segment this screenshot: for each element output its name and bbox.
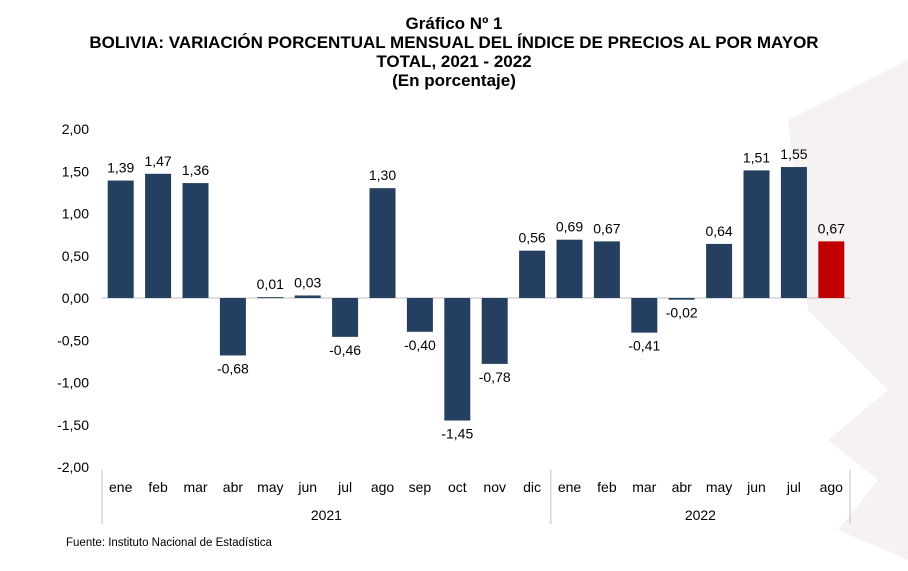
- data-label: -0,40: [404, 337, 436, 353]
- x-tick-label: oct: [448, 479, 467, 495]
- x-tick-label: abr: [672, 479, 693, 495]
- bar: [743, 170, 770, 298]
- x-tick-label: jul: [337, 479, 352, 495]
- group-label: 2022: [685, 507, 716, 523]
- y-tick-label: 0,00: [62, 290, 89, 306]
- x-tick-label: may: [706, 479, 732, 495]
- data-label: 0,01: [257, 276, 284, 292]
- bar: [668, 298, 695, 300]
- x-tick-label: jul: [786, 479, 801, 495]
- chart-title: Gráfico Nº 1 BOLIVIA: VARIACIÓN PORCENTU…: [0, 14, 908, 90]
- bar: [294, 295, 321, 298]
- bar: [556, 239, 583, 298]
- bar: [481, 298, 508, 364]
- data-label: 0,67: [593, 220, 620, 236]
- x-tick-label: feb: [597, 479, 617, 495]
- data-label: 1,39: [107, 160, 134, 176]
- bar: [444, 298, 471, 421]
- bar: [182, 183, 209, 298]
- data-label: 1,47: [144, 153, 171, 169]
- bar: [107, 180, 134, 298]
- data-label: 0,56: [518, 230, 545, 246]
- bar: [332, 298, 359, 337]
- x-tick-label: ago: [371, 479, 395, 495]
- x-tick-label: may: [257, 479, 283, 495]
- x-tick-label: dic: [523, 479, 541, 495]
- bar: [219, 298, 246, 356]
- data-label: 1,30: [369, 167, 396, 183]
- source-note: Fuente: Instituto Nacional de Estadístic…: [66, 537, 272, 549]
- data-label: -0,68: [217, 360, 249, 376]
- data-label: 1,51: [743, 149, 770, 165]
- y-tick-label: -0,50: [57, 332, 89, 348]
- title-line-1: Gráfico Nº 1: [405, 14, 503, 33]
- bar: [145, 173, 172, 298]
- bar: [631, 298, 658, 333]
- data-label: 1,55: [780, 146, 807, 162]
- x-tick-label: ene: [558, 479, 582, 495]
- x-tick-label: jun: [297, 479, 317, 495]
- data-label: 0,64: [705, 223, 732, 239]
- title-line-4: (En porcentaje): [392, 71, 516, 90]
- x-tick-label: nov: [483, 479, 506, 495]
- data-label: -0,78: [479, 369, 511, 385]
- bar: [519, 250, 546, 298]
- y-tick-label: -2,00: [57, 459, 89, 475]
- y-tick-label: -1,50: [57, 417, 89, 433]
- bar: [369, 188, 396, 298]
- bar: [257, 297, 284, 299]
- y-tick-label: 0,50: [62, 248, 89, 264]
- x-tick-label: mar: [632, 479, 656, 495]
- data-label: 0,69: [556, 219, 583, 235]
- bar: [818, 241, 845, 298]
- bar: [780, 167, 807, 298]
- data-label: 0,67: [818, 220, 845, 236]
- y-tick-label: 2,00: [62, 121, 89, 137]
- bar: [706, 243, 733, 298]
- x-tick-label: jun: [746, 479, 766, 495]
- data-label: -1,45: [441, 426, 473, 442]
- title-line-2: BOLIVIA: VARIACIÓN PORCENTUAL MENSUAL DE…: [89, 33, 819, 52]
- data-label: -0,41: [628, 338, 660, 354]
- x-tick-label: abr: [223, 479, 244, 495]
- data-label: -0,46: [329, 342, 361, 358]
- x-tick-label: mar: [183, 479, 207, 495]
- data-label: 1,36: [182, 162, 209, 178]
- bar: [406, 298, 433, 332]
- group-label: 2021: [311, 507, 342, 523]
- data-label: -0,02: [666, 305, 698, 321]
- title-line-3: TOTAL, 2021 - 2022: [376, 52, 532, 71]
- x-tick-label: ago: [820, 479, 844, 495]
- x-tick-label: ene: [109, 479, 133, 495]
- y-tick-label: -1,00: [57, 375, 89, 391]
- y-tick-label: 1,50: [62, 163, 89, 179]
- watermark-shape: [788, 60, 908, 560]
- x-tick-label: feb: [148, 479, 168, 495]
- bar: [593, 241, 620, 298]
- x-tick-label: sep: [409, 479, 432, 495]
- y-tick-label: 1,00: [62, 206, 89, 222]
- data-label: 0,03: [294, 274, 321, 290]
